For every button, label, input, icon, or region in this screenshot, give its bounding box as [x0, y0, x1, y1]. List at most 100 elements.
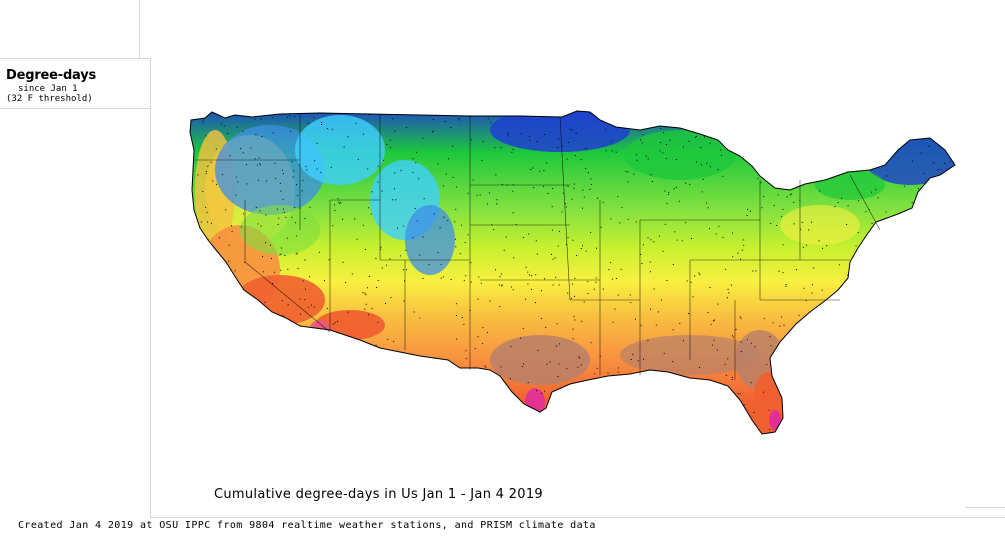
station-dot — [231, 230, 233, 232]
station-dot — [412, 158, 414, 160]
frame-divider-top — [139, 0, 140, 58]
station-dot — [419, 317, 421, 319]
station-dot — [265, 214, 267, 216]
station-dot — [515, 223, 517, 225]
station-dot — [572, 239, 574, 241]
station-dot — [551, 253, 552, 255]
station-dot — [590, 178, 592, 180]
station-dot — [362, 133, 364, 135]
station-dot — [393, 340, 395, 342]
station-dot — [741, 249, 743, 251]
station-dot — [923, 172, 925, 174]
station-dot — [596, 197, 598, 199]
station-dot — [512, 184, 514, 186]
station-dot — [611, 278, 613, 280]
station-dot — [510, 286, 512, 288]
montana-rockies-cold — [295, 115, 385, 185]
station-dot — [375, 257, 377, 259]
station-dot — [291, 161, 293, 163]
station-dot — [236, 126, 238, 128]
station-dot — [871, 222, 873, 224]
station-dot — [720, 149, 722, 151]
station-dot — [911, 202, 913, 204]
station-dot — [345, 281, 347, 283]
station-dot — [763, 196, 765, 197]
station-dot — [292, 176, 294, 178]
station-dot — [808, 229, 810, 231]
station-dot — [575, 132, 577, 134]
station-dot — [498, 284, 500, 286]
station-dot — [386, 143, 388, 145]
station-dot — [772, 322, 774, 324]
station-dot — [757, 178, 759, 180]
station-dot — [511, 151, 513, 153]
station-dot — [685, 182, 687, 184]
station-dot — [487, 118, 489, 120]
station-dot — [587, 172, 589, 174]
station-dot — [234, 270, 236, 272]
station-dot — [786, 196, 788, 198]
station-dot — [865, 211, 867, 213]
station-dot — [308, 122, 309, 124]
station-dot — [343, 146, 345, 148]
station-dot — [412, 172, 414, 173]
station-dot — [632, 354, 634, 356]
station-dot — [419, 254, 421, 256]
station-dot — [847, 205, 849, 207]
station-dot — [755, 270, 757, 272]
station-dot — [280, 190, 282, 192]
station-dot — [706, 162, 708, 164]
station-dot — [210, 161, 212, 163]
station-dot — [672, 361, 674, 363]
station-dot — [686, 280, 688, 282]
station-dot — [270, 244, 271, 246]
station-dot — [877, 197, 879, 199]
station-dot — [450, 279, 452, 280]
station-dot — [405, 249, 407, 251]
station-dot — [525, 298, 527, 300]
station-dot — [503, 249, 505, 251]
station-dot — [582, 189, 584, 191]
station-dot — [535, 302, 536, 304]
station-dot — [461, 317, 463, 318]
station-dot — [546, 162, 547, 164]
station-dot — [552, 258, 554, 260]
legend-subtitle-threshold: (32 F threshold) — [6, 94, 93, 104]
station-dot — [300, 313, 301, 315]
station-dot — [750, 342, 752, 344]
station-dot — [321, 124, 322, 125]
station-dot — [679, 322, 681, 324]
station-dot — [461, 224, 462, 226]
station-dot — [364, 292, 366, 294]
station-dot — [297, 268, 299, 269]
station-dot — [739, 393, 741, 395]
station-dot — [330, 166, 332, 168]
station-dot — [668, 194, 670, 195]
station-dot — [798, 314, 800, 316]
station-dot — [257, 164, 259, 166]
station-dot — [381, 190, 383, 192]
station-dot — [272, 283, 274, 284]
station-dot — [314, 160, 316, 162]
station-dot — [577, 366, 579, 368]
station-dot — [785, 283, 787, 285]
station-dot — [415, 162, 417, 164]
station-dot — [944, 162, 946, 164]
station-dot — [841, 197, 843, 199]
station-dot — [605, 128, 607, 130]
station-dot — [284, 255, 286, 256]
station-dot — [296, 184, 297, 186]
station-dot — [650, 308, 651, 310]
station-dot — [235, 194, 237, 196]
station-dot — [531, 288, 532, 290]
station-dot — [197, 174, 199, 176]
station-dot — [225, 209, 227, 211]
station-dot — [276, 208, 278, 210]
station-dot — [485, 366, 487, 368]
south-texas-magenta — [525, 388, 545, 416]
station-dot — [286, 237, 288, 239]
station-dot — [811, 292, 813, 294]
station-dot — [264, 301, 266, 303]
station-dot — [482, 327, 484, 329]
station-dot — [696, 161, 697, 163]
